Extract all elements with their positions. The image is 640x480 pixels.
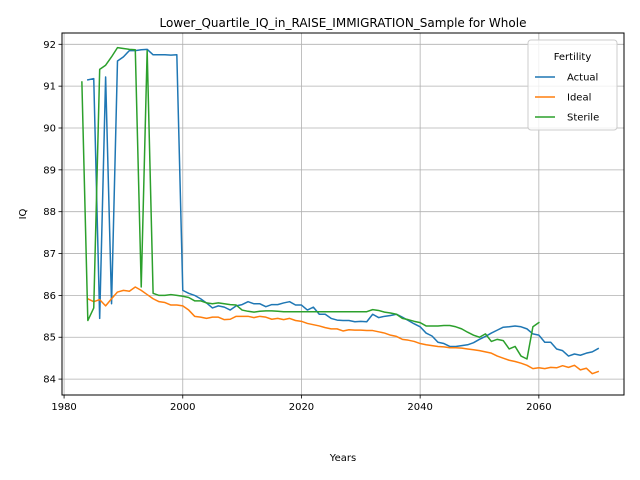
y-tick-label: 87 [43,249,56,260]
x-tick-label: 2000 [170,402,195,413]
x-axis-label: Years [329,453,356,464]
x-tick-label: 2060 [526,402,551,413]
x-tick-label: 2040 [407,402,432,413]
legend-label: Ideal [567,93,591,104]
y-tick-label: 86 [43,291,56,302]
y-tick-label: 85 [43,333,56,344]
y-tick-label: 84 [43,375,56,386]
legend: Fertility Actual Ideal Sterile [528,40,617,130]
x-tick-label: 1980 [51,402,76,413]
chart-title: Lower_Quartile_IQ_in_RAISE_IMMIGRATION_S… [160,16,527,30]
x-tick-label: 2020 [289,402,314,413]
legend-label: Actual [567,73,598,84]
y-tick-label: 89 [43,165,56,176]
y-tick-label: 91 [43,82,56,93]
y-tick-label: 88 [43,207,56,218]
legend-title: Fertility [554,52,592,63]
y-tick-label: 92 [43,40,56,51]
y-tick-label: 90 [43,123,56,134]
legend-label: Sterile [567,113,599,124]
y-axis-label: IQ [18,208,29,219]
